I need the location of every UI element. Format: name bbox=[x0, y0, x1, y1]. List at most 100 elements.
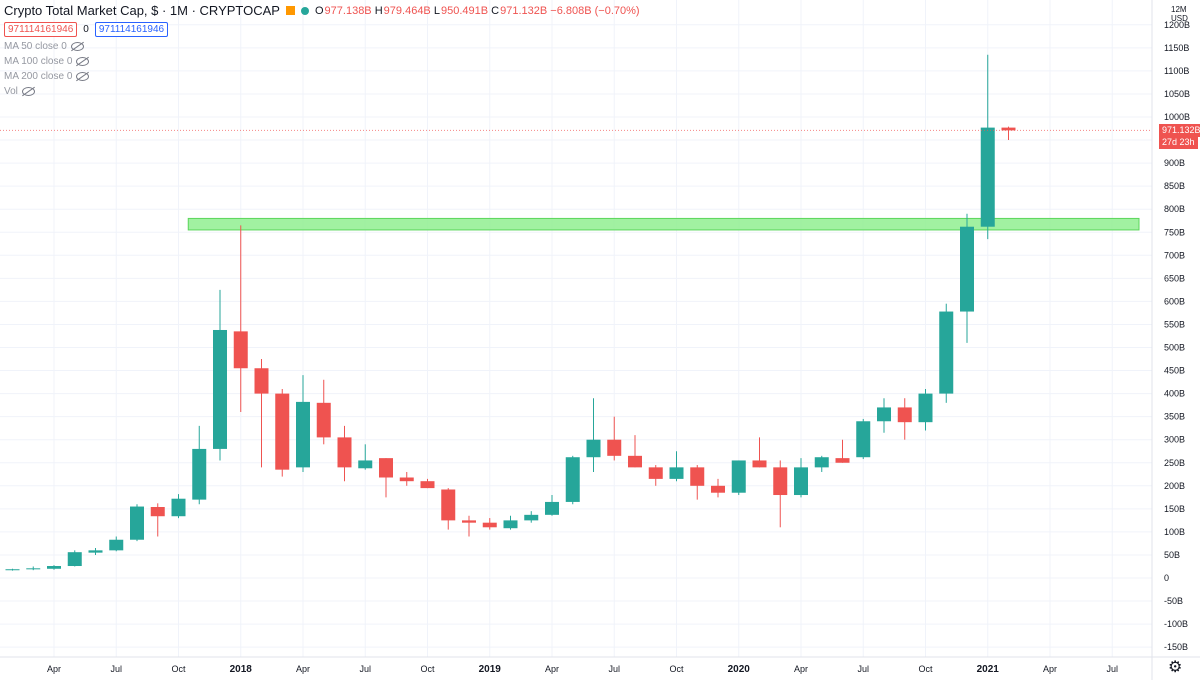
candle bbox=[47, 565, 61, 570]
candle bbox=[296, 375, 310, 472]
candle-body bbox=[1001, 127, 1016, 131]
candle bbox=[980, 54, 995, 240]
candle-body bbox=[731, 460, 746, 493]
candle-body bbox=[503, 520, 518, 529]
candle-body bbox=[88, 550, 103, 553]
candle-body bbox=[565, 457, 580, 502]
flag-icon bbox=[285, 6, 295, 15]
candle bbox=[67, 550, 82, 567]
candle bbox=[731, 460, 746, 496]
candle bbox=[109, 536, 124, 552]
x-tick-label: Oct bbox=[918, 664, 933, 674]
x-tick-label: Jul bbox=[608, 664, 620, 674]
candle bbox=[192, 425, 207, 505]
buy-price-chip[interactable]: 971114161946 bbox=[94, 22, 169, 37]
hidden-eye-icon[interactable] bbox=[21, 87, 35, 96]
x-tick-label: Jul bbox=[857, 664, 869, 674]
candle-body bbox=[296, 401, 310, 468]
indicator-ma100[interactable]: MA 100 close 0 bbox=[4, 56, 90, 67]
x-tick-label: 2020 bbox=[728, 664, 751, 675]
candle bbox=[420, 478, 435, 489]
candle-body bbox=[192, 448, 207, 500]
candle-body bbox=[897, 407, 912, 423]
candle bbox=[607, 416, 622, 461]
candle bbox=[503, 515, 518, 530]
candle-body bbox=[130, 506, 144, 540]
y-tick-label: 50B bbox=[1164, 550, 1180, 560]
candle bbox=[462, 515, 476, 537]
x-tick-label: 2021 bbox=[977, 664, 1000, 675]
price-axis[interactable]: -150B -100B -50B 0 50B 100B 150B 200B 250B 300B 35… bbox=[1164, 20, 1190, 652]
candle bbox=[233, 225, 248, 413]
candle-body bbox=[275, 393, 290, 470]
candle bbox=[960, 213, 974, 343]
sell-price-chip[interactable]: 971114161946 bbox=[4, 22, 78, 37]
candle-body bbox=[918, 393, 933, 423]
candle bbox=[26, 566, 41, 571]
candle-body bbox=[877, 407, 891, 422]
bar-countdown-label: 27d 23h bbox=[1159, 136, 1198, 150]
hidden-eye-icon[interactable] bbox=[76, 72, 90, 81]
currency-label: 12M USD bbox=[1171, 5, 1188, 23]
gear-icon[interactable]: ⚙ bbox=[1168, 659, 1183, 676]
y-tick-label: 500B bbox=[1164, 343, 1185, 353]
candle bbox=[337, 425, 352, 482]
y-tick-label: 700B bbox=[1164, 250, 1185, 260]
candle bbox=[773, 460, 788, 528]
last-price-label: 971.132B bbox=[1159, 124, 1200, 138]
hidden-eye-icon[interactable] bbox=[70, 42, 84, 51]
candle bbox=[648, 465, 663, 486]
candle bbox=[399, 471, 414, 486]
candle-body bbox=[669, 467, 684, 479]
candle bbox=[358, 444, 373, 470]
hidden-eye-icon[interactable] bbox=[76, 57, 90, 66]
symbol-title[interactable]: Crypto Total Market Cap, $ · 1M · CRYPTO… bbox=[4, 3, 280, 18]
candle bbox=[835, 439, 850, 463]
y-tick-label: 550B bbox=[1164, 319, 1185, 329]
y-tick-label: 300B bbox=[1164, 435, 1185, 445]
y-tick-label: 900B bbox=[1164, 158, 1185, 168]
candle bbox=[88, 548, 103, 555]
candle bbox=[669, 451, 684, 482]
candle bbox=[5, 568, 20, 571]
resistance-zone bbox=[187, 217, 1140, 231]
y-tick-label: 250B bbox=[1164, 458, 1185, 468]
time-axis[interactable]: Apr Jul Oct 2018 Apr Jul Oct 2019 Apr Jul Oct 2020 A… bbox=[47, 664, 1118, 675]
indicator-vol[interactable]: Vol bbox=[4, 86, 35, 97]
x-tick-label: Jul bbox=[110, 664, 122, 674]
candle-body bbox=[690, 467, 705, 486]
x-tick-label: Oct bbox=[669, 664, 684, 674]
y-tick-label: -100B bbox=[1164, 619, 1188, 629]
candle-body bbox=[462, 520, 476, 523]
y-tick-label: 1150B bbox=[1164, 43, 1189, 53]
x-tick-label: 2019 bbox=[479, 664, 502, 675]
candle bbox=[316, 379, 331, 445]
candle-body bbox=[607, 439, 622, 456]
candle bbox=[856, 418, 871, 460]
candle-body bbox=[399, 477, 414, 482]
indicator-ma50[interactable]: MA 50 close 0 bbox=[4, 41, 84, 52]
candle-body bbox=[441, 489, 456, 521]
resistance-zone-layer bbox=[187, 217, 1140, 231]
candle bbox=[939, 303, 954, 403]
y-tick-label: 1000B bbox=[1164, 112, 1190, 122]
x-tick-label: Apr bbox=[47, 664, 61, 674]
y-tick-label: -150B bbox=[1164, 642, 1188, 652]
candle bbox=[877, 398, 891, 433]
candle bbox=[545, 495, 559, 516]
candle-body bbox=[773, 467, 788, 496]
y-tick-label: 600B bbox=[1164, 296, 1185, 306]
candle bbox=[690, 465, 705, 500]
candle-body bbox=[254, 368, 269, 394]
candle-body bbox=[586, 439, 601, 458]
candle bbox=[628, 435, 642, 468]
candle-body bbox=[26, 568, 41, 570]
x-tick-label: Apr bbox=[794, 664, 808, 674]
candle-body bbox=[47, 566, 61, 569]
indicator-ma200[interactable]: MA 200 close 0 bbox=[4, 71, 90, 82]
x-tick-label: Apr bbox=[296, 664, 310, 674]
candle bbox=[752, 437, 767, 468]
candle-body bbox=[628, 455, 642, 468]
